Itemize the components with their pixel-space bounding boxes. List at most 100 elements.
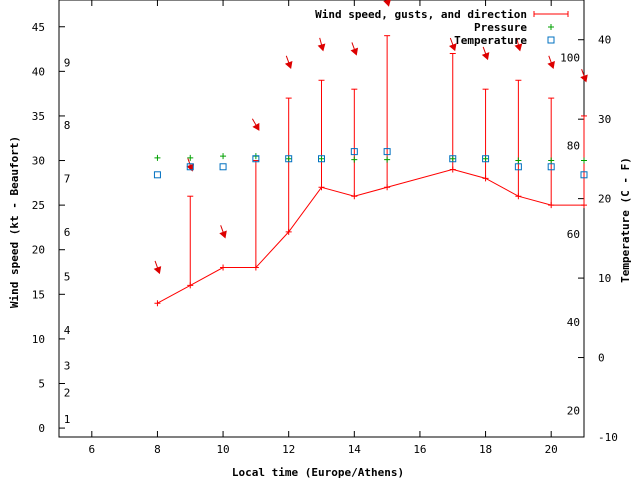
- wind-direction-arrow: [251, 118, 260, 131]
- wind-direction-arrow: [580, 69, 588, 83]
- arrow-head: [153, 266, 162, 275]
- beaufort-label: 7: [64, 172, 71, 185]
- y-left-tick-label: 35: [32, 110, 45, 123]
- pressure-point: [154, 154, 161, 161]
- y-right-tick-label: 30: [598, 113, 611, 126]
- arrow-head: [317, 43, 326, 52]
- wind-speed-point: [285, 228, 292, 235]
- temperature-point: [219, 163, 227, 171]
- x-tick-label: 10: [216, 443, 229, 456]
- temperature-point: [580, 171, 588, 179]
- y-right-axis-label: Temperature (C - F): [619, 157, 632, 283]
- pressure-point: [384, 156, 391, 163]
- fahrenheit-label: 80: [567, 140, 580, 153]
- arrow-head: [284, 61, 293, 70]
- beaufort-label: 1: [64, 413, 71, 426]
- legend-label-temperature: Temperature: [454, 34, 527, 47]
- arrow-head: [580, 74, 588, 83]
- x-tick-label: 6: [89, 443, 96, 456]
- beaufort-labels: 1 2 3 4 5 6 7 8 9: [64, 56, 71, 426]
- y-left-tick-label: 0: [38, 422, 45, 435]
- wind-direction-arrow: [514, 37, 523, 52]
- wind-direction-arrow: [448, 37, 457, 52]
- pressure-point: [548, 157, 555, 164]
- wind-speed-point: [187, 282, 194, 289]
- wind-direction-arrow: [284, 55, 293, 70]
- legend-label-wind: Wind speed, gusts, and direction: [315, 8, 527, 21]
- arrow-head: [383, 0, 391, 7]
- temperature-series: [153, 148, 588, 179]
- wind-speed-point: [482, 175, 489, 182]
- wind-speed-point: [351, 193, 358, 200]
- pressure-point: [187, 154, 194, 161]
- arrow-head: [481, 52, 490, 61]
- temperature-point: [350, 148, 358, 156]
- y-right-tick-label: 20: [598, 193, 611, 206]
- pressure-point: [285, 155, 292, 162]
- beaufort-label: 6: [64, 226, 71, 239]
- legend-keys: [533, 11, 569, 44]
- temperature-point: [482, 155, 490, 163]
- wind-direction-arrow: [481, 46, 490, 61]
- arrow-head: [448, 43, 457, 52]
- y-left-tick-label: 20: [32, 244, 45, 257]
- wind-speed-point: [154, 300, 161, 307]
- y-left-tick-label: 5: [38, 377, 45, 390]
- y-left-tick-label: 25: [32, 199, 45, 212]
- y-left-axis-ticks: 0 5 10 15 20 25 30 35 40 45: [32, 21, 65, 435]
- pressure-point: [351, 156, 358, 163]
- y-right-tick-label: 10: [598, 272, 611, 285]
- temperature-point: [449, 155, 457, 163]
- y-left-tick-label: 30: [32, 155, 45, 168]
- beaufort-label: 9: [64, 56, 71, 69]
- y-left-tick-label: 15: [32, 288, 45, 301]
- arrow-head: [219, 230, 227, 239]
- x-tick-label: 16: [413, 443, 426, 456]
- temperature-point: [186, 163, 194, 171]
- x-tick-label: 18: [479, 443, 492, 456]
- y-left-tick-label: 45: [32, 21, 45, 34]
- x-tick-label: 8: [154, 443, 161, 456]
- wind-direction-arrow: [350, 42, 359, 56]
- temperature-point: [547, 163, 555, 171]
- beaufort-label: 3: [64, 360, 71, 373]
- wind-speed-point: [515, 193, 522, 200]
- legend-label-pressure: Pressure: [474, 21, 527, 34]
- wind-speed-point: [318, 184, 325, 191]
- wind-direction-arrow: [153, 260, 162, 275]
- fahrenheit-label: 60: [567, 228, 580, 241]
- pressure-point: [482, 155, 489, 162]
- arrow-head: [547, 61, 555, 70]
- wind-speed-point: [384, 184, 391, 191]
- wind-direction-arrow: [317, 37, 326, 52]
- y-left-tick-label: 40: [32, 65, 45, 78]
- temperature-point: [318, 155, 325, 163]
- y-left-tick-label: 10: [32, 333, 45, 346]
- temperature-point: [285, 155, 293, 163]
- x-axis-label: Local time (Europe/Athens): [232, 466, 404, 479]
- pressure-point: [220, 153, 227, 160]
- wind-speed-point: [449, 166, 456, 173]
- y-right-tick-label: 0: [598, 352, 605, 365]
- fahrenheit-label: 100: [560, 51, 580, 64]
- beaufort-label: 5: [64, 270, 71, 283]
- wind-speed-point: [220, 264, 227, 271]
- wind-speed-point: [548, 202, 555, 209]
- beaufort-label: 8: [64, 119, 71, 132]
- wind-direction-arrow: [547, 55, 555, 70]
- y-right-tick-label: -10: [598, 431, 618, 444]
- y-left-axis-label: Wind speed (kt - Beaufort): [8, 136, 21, 308]
- x-tick-label: 20: [545, 443, 558, 456]
- wind-direction-arrow: [219, 225, 227, 239]
- x-axis-ticks: 6 8 10 12 14 16 18 20: [89, 0, 558, 456]
- legend: Wind speed, gusts, and direction Pressur…: [315, 8, 569, 47]
- arrow-head: [350, 47, 359, 56]
- temperature-point: [514, 163, 522, 171]
- plot-frame: [58, 0, 585, 438]
- fahrenheit-labels: 20 40 60 80 100: [560, 51, 580, 417]
- y-right-tick-label: 40: [598, 34, 611, 47]
- beaufort-label: 4: [64, 324, 71, 337]
- temperature-point: [252, 155, 260, 163]
- legend-key-temperature: [547, 36, 555, 44]
